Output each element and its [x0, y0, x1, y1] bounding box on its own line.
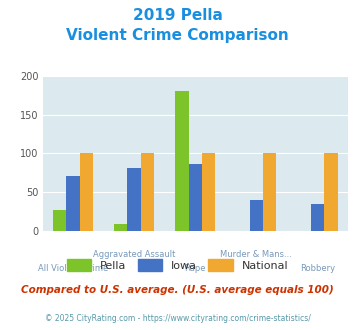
Text: Violent Crime Comparison: Violent Crime Comparison	[66, 28, 289, 43]
Bar	[80, 153, 93, 231]
Bar	[141, 153, 154, 231]
Bar	[53, 210, 66, 231]
Text: © 2025 CityRating.com - https://www.cityrating.com/crime-statistics/: © 2025 CityRating.com - https://www.city…	[45, 314, 310, 323]
Bar	[263, 153, 277, 231]
Bar	[66, 176, 80, 231]
Text: Rape: Rape	[185, 264, 206, 273]
Text: Robbery: Robbery	[300, 264, 335, 273]
Bar	[175, 91, 189, 231]
Text: Aggravated Assault: Aggravated Assault	[93, 250, 175, 259]
Bar	[114, 224, 127, 231]
Legend: Pella, Iowa, National: Pella, Iowa, National	[62, 255, 293, 275]
Text: Compared to U.S. average. (U.S. average equals 100): Compared to U.S. average. (U.S. average …	[21, 285, 334, 295]
Text: Murder & Mans...: Murder & Mans...	[220, 250, 292, 259]
Text: All Violent Crime: All Violent Crime	[38, 264, 108, 273]
Bar	[189, 164, 202, 231]
Bar	[127, 168, 141, 231]
Bar	[324, 153, 338, 231]
Text: 2019 Pella: 2019 Pella	[132, 8, 223, 23]
Bar	[202, 153, 215, 231]
Bar	[311, 204, 324, 231]
Bar	[250, 200, 263, 231]
